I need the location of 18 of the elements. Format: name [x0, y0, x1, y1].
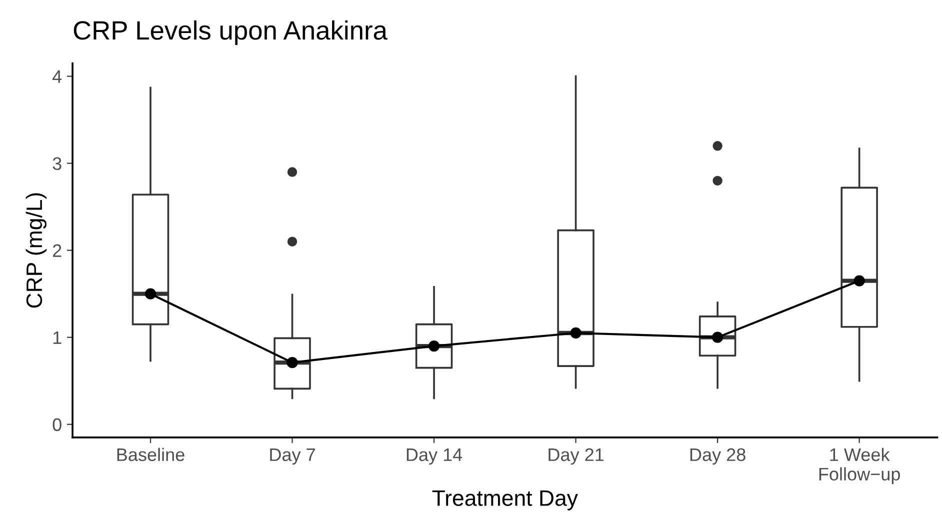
y-axis-title: CRP (mg/L): [26, 193, 47, 308]
point: [854, 275, 865, 286]
x-tick-label: Day 14: [406, 448, 462, 465]
x-tick-label: 1 Week Follow−up: [819, 448, 900, 484]
point: [570, 327, 582, 339]
x-tick-label: Day 21: [548, 448, 604, 465]
chart-title: CRP Levels upon Anakinra: [74, 20, 388, 45]
y-tick-label: 4: [52, 70, 62, 83]
x-tick-label: Day 7: [270, 448, 315, 465]
y-tick-label: 3: [52, 157, 62, 170]
y-tick-label: 1: [53, 331, 62, 344]
point: [144, 288, 156, 300]
y-tick-label: 0: [52, 418, 62, 432]
point: [286, 357, 298, 368]
x-tick-label: Day 28: [690, 448, 746, 465]
y-tick-label: 2: [52, 244, 62, 257]
x-axis-title: Treatment Day: [432, 490, 578, 510]
x-tick-label: Baseline: [117, 448, 184, 462]
